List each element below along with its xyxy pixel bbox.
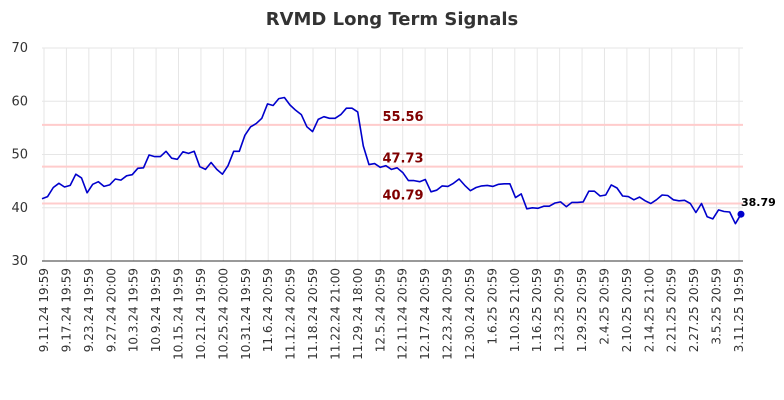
last-price-label: 38.79 xyxy=(741,196,776,209)
x-tick-label: 2.10.25 20:59 xyxy=(620,268,634,352)
x-tick-label: 2.21.25 20:59 xyxy=(665,268,679,352)
x-tick-label: 1.10.25 21:00 xyxy=(508,268,522,352)
x-tick-label: 9.27.24 20:00 xyxy=(104,268,118,352)
x-tick-label: 10.21.24 19:59 xyxy=(194,268,208,360)
x-axis-ticks: 9.11.24 19:59 9.17.24 19:59 9.23.24 19:59 9… xyxy=(37,268,746,360)
x-tick-label: 11.18.24 20:59 xyxy=(306,268,320,360)
x-tick-label: 9.17.24 19:59 xyxy=(59,268,73,352)
signal-label: 47.73 xyxy=(382,152,423,167)
last-price-marker xyxy=(737,210,745,218)
x-tick-label: 3.5.25 20:59 xyxy=(710,268,724,345)
y-tick-label: 50 xyxy=(11,148,28,163)
y-tick-label: 30 xyxy=(11,254,28,269)
y-tick-label: 70 xyxy=(11,41,28,56)
x-tick-label: 11.29.24 18:00 xyxy=(351,268,365,360)
x-tick-label: 1.23.25 20:59 xyxy=(553,268,567,352)
y-axis-ticks: 30 40 50 60 70 xyxy=(11,41,28,269)
x-tick-label: 1.16.25 20:59 xyxy=(530,268,544,352)
grid xyxy=(42,47,743,262)
x-tick-label: 2.27.25 20:59 xyxy=(687,268,701,352)
x-tick-label: 1.6.25 20:59 xyxy=(485,268,499,345)
x-tick-label: 12.5.24 20:59 xyxy=(373,268,387,352)
x-tick-label: 12.11.24 20:59 xyxy=(396,268,410,360)
x-tick-label: 11.22.24 21:00 xyxy=(328,268,342,360)
x-tick-label: 2.14.25 21:00 xyxy=(642,268,656,352)
x-tick-label: 9.11.24 19:59 xyxy=(37,268,51,352)
x-tick-label: 12.23.24 20:59 xyxy=(441,268,455,360)
x-tick-label: 10.31.24 19:59 xyxy=(239,268,253,360)
x-tick-label: 10.25.24 20:00 xyxy=(216,268,230,360)
price-line xyxy=(41,96,742,225)
x-tick-label: 9.23.24 19:59 xyxy=(82,268,96,352)
x-tick-label: 12.17.24 20:59 xyxy=(418,268,432,360)
x-tick-label: 11.12.24 20:59 xyxy=(284,268,298,360)
x-tick-label: 11.6.24 20:59 xyxy=(261,268,275,352)
x-tick-label: 1.29.25 20:59 xyxy=(575,268,589,352)
price-series xyxy=(41,96,745,225)
x-tick-label: 10.9.24 19:59 xyxy=(149,268,163,352)
x-tick-label: 10.15.24 19:59 xyxy=(172,268,186,360)
x-tick-label: 3.11.25 19:59 xyxy=(732,268,746,352)
signal-label: 40.79 xyxy=(382,189,423,204)
y-tick-label: 60 xyxy=(11,94,28,109)
signal-lines xyxy=(42,123,743,205)
x-tick-label: 2.4.25 20:59 xyxy=(597,268,611,345)
chart-title: RVMD Long Term Signals xyxy=(266,9,519,30)
signal-labels: 55.56 47.73 40.79 38.79 xyxy=(382,110,775,209)
signal-label: 55.56 xyxy=(382,110,423,125)
y-tick-label: 40 xyxy=(11,201,28,216)
x-tick-label: 12.30.24 20:59 xyxy=(463,268,477,360)
x-tick-label: 10.3.24 19:59 xyxy=(127,268,141,352)
